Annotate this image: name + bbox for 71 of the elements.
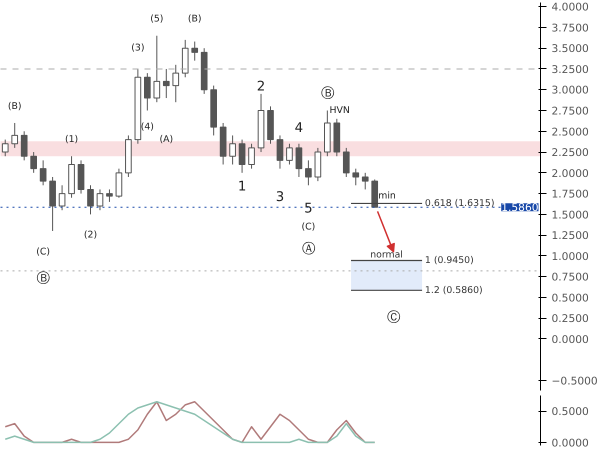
candlestick bbox=[144, 72, 151, 112]
y-tick-label: 1.2500 bbox=[552, 229, 590, 242]
y-tick-label: −0.5000 bbox=[552, 374, 598, 388]
candlestick bbox=[116, 168, 122, 198]
candlestick bbox=[352, 168, 360, 186]
candlestick bbox=[276, 134, 284, 170]
y-tick-label: 0.2500 bbox=[552, 312, 590, 326]
y-tick-label: 2.0000 bbox=[552, 166, 590, 180]
candlestick bbox=[248, 143, 255, 170]
ref-line-label: 0.618 (1.6315) bbox=[424, 198, 495, 209]
annotation: 1 bbox=[238, 179, 246, 194]
annotation: (5) bbox=[150, 14, 164, 25]
candlestick bbox=[40, 160, 46, 186]
candlestick bbox=[20, 130, 28, 161]
y-tick-label: 4.0000 bbox=[552, 0, 590, 14]
candlestick bbox=[229, 134, 236, 166]
candlestick bbox=[342, 147, 350, 178]
candlestick bbox=[2, 139, 9, 157]
candlestick bbox=[58, 184, 66, 211]
annotation: Ⓑ bbox=[320, 86, 334, 102]
candlestick bbox=[11, 122, 18, 148]
annotation: (3) bbox=[131, 42, 144, 54]
annotation: 5 bbox=[304, 202, 313, 217]
y-tick-label: 0.7500 bbox=[552, 270, 590, 284]
candlestick bbox=[191, 41, 198, 62]
annotation: (B) bbox=[8, 100, 22, 112]
y-tick-label: 3.0000 bbox=[552, 84, 590, 97]
annotation: (C) bbox=[302, 221, 316, 232]
annotation: Ⓑ bbox=[36, 272, 50, 287]
y-tick-label: 0.0000 bbox=[552, 436, 590, 450]
ref-line-label: 1.5860 bbox=[501, 201, 539, 214]
annotation: (4) bbox=[140, 122, 154, 133]
annotation: 3 bbox=[276, 190, 284, 206]
candlestick bbox=[162, 68, 170, 99]
annotation: (A) bbox=[159, 134, 174, 146]
annotation: (1) bbox=[64, 134, 78, 146]
y-tick-label: 3.7500 bbox=[552, 21, 590, 34]
annotation: (B) bbox=[188, 14, 202, 25]
y-tick-label: 1.7500 bbox=[552, 188, 590, 201]
candlestick bbox=[362, 172, 369, 190]
annotation: HVN bbox=[329, 105, 350, 116]
y-tick-label: 1.5000 bbox=[552, 208, 590, 222]
annotation: Ⓒ bbox=[387, 310, 400, 326]
y-tick-label: 2.7500 bbox=[552, 104, 590, 118]
candlestick bbox=[30, 152, 37, 174]
y-tick-label: 2.5000 bbox=[552, 125, 590, 138]
y-tick-label: 0.0000 bbox=[552, 332, 590, 346]
y-tick-label: 0.5000 bbox=[552, 291, 590, 304]
candlestick bbox=[106, 188, 113, 202]
candlestick bbox=[296, 143, 302, 178]
candlestick bbox=[96, 188, 104, 211]
band-label: normal bbox=[370, 249, 403, 260]
candlestick bbox=[286, 143, 293, 166]
annotation: (C) bbox=[36, 246, 50, 258]
ref-line-label: 1 (0.9450) bbox=[424, 254, 474, 266]
candlestick bbox=[172, 64, 180, 103]
annotation: min bbox=[378, 190, 396, 202]
candlestick bbox=[238, 139, 246, 174]
candlestick bbox=[305, 160, 312, 186]
candlestick bbox=[87, 184, 94, 215]
candlestick bbox=[153, 35, 160, 103]
ref-line-label: 1.2 (0.5860) bbox=[424, 284, 483, 296]
y-tick-label: 1.0000 bbox=[552, 250, 590, 263]
annotation: 2 bbox=[256, 80, 266, 95]
y-tick-label: 0.5000 bbox=[552, 405, 590, 418]
y-tick-label: 3.2500 bbox=[552, 62, 590, 76]
annotation: 4 bbox=[294, 121, 304, 136]
y-tick-label: 2.2500 bbox=[552, 146, 590, 160]
annotation: Ⓐ bbox=[302, 242, 315, 257]
y-tick-label: 3.5000 bbox=[552, 42, 590, 56]
annotation: (2) bbox=[84, 230, 98, 241]
